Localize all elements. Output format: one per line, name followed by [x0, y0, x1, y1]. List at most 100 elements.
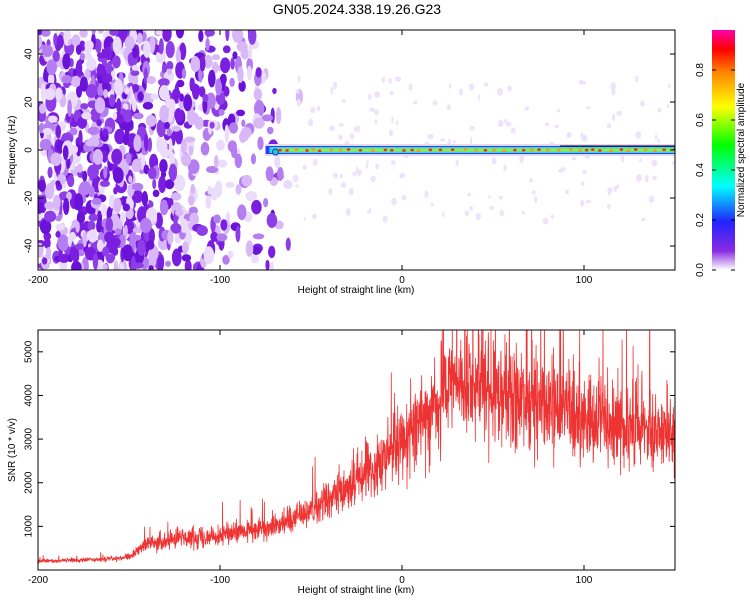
- spectrogram-faint-blob: [542, 217, 549, 225]
- spectrogram-noise-blob: [215, 78, 223, 96]
- spectrogram-faint-blob: [652, 175, 657, 181]
- spectrogram-noise-blob: [39, 103, 46, 114]
- y-tick-label: 3000: [24, 428, 35, 451]
- spectrogram-faint-blob: [349, 133, 355, 140]
- spectrogram-noise-blob: [196, 225, 208, 236]
- spectrogram-noise-blob: [81, 112, 92, 120]
- spectrogram-noise-blob: [189, 212, 199, 226]
- spectrogram-faint-blob: [470, 136, 473, 145]
- spectrogram-noise-blob: [167, 230, 174, 245]
- signal-peak: [294, 148, 299, 151]
- spectrogram-faint-blob: [640, 217, 646, 222]
- signal-peak: [311, 148, 315, 151]
- spectrogram-noise-blob: [114, 128, 126, 145]
- spectrogram-noise-blob: [247, 30, 257, 45]
- spectrogram-faint-blob: [391, 197, 397, 206]
- spectrogram-faint-blob: [467, 192, 472, 197]
- spectrogram-noise-blob: [88, 213, 98, 222]
- spectrogram-noise-blob: [205, 195, 212, 209]
- spectrogram-noise-blob: [188, 145, 194, 156]
- spectrogram-noise-blob: [91, 30, 96, 35]
- spectrogram-faint-blob: [339, 174, 344, 179]
- spectrogram-noise-blob: [140, 217, 152, 233]
- spectrogram-faint-blob: [499, 210, 505, 217]
- spectrogram-faint-blob: [312, 213, 317, 219]
- spectrogram-noise-blob: [69, 127, 78, 136]
- spectrogram-faint-blob: [503, 164, 507, 172]
- spectrogram-faint-blob: [620, 155, 625, 163]
- signal-peak: [502, 149, 507, 152]
- spectrogram-noise-blob: [78, 130, 83, 147]
- spectrogram-noise-blob: [84, 68, 91, 81]
- spectrogram-faint-blob: [571, 156, 577, 161]
- spectrogram-noise-blob: [165, 40, 175, 59]
- spectrogram-noise-blob: [82, 170, 88, 182]
- spectrogram-faint-blob: [505, 121, 512, 127]
- spectrogram-noise-blob: [218, 108, 225, 116]
- spectrogram-faint-blob: [432, 100, 438, 106]
- spectrogram-faint-blob: [550, 214, 554, 219]
- spectrogram-noise-blob: [174, 128, 183, 145]
- spectrogram-faint-blob: [616, 110, 623, 116]
- spectrogram-faint-blob: [353, 126, 357, 133]
- spectrogram-noise-blob: [62, 53, 71, 70]
- spectrogram-noise-blob: [152, 189, 160, 198]
- spectrogram-noise-blob: [128, 175, 133, 184]
- spectrogram-noise-blob: [73, 193, 84, 211]
- spectrogram-noise-blob: [131, 64, 140, 71]
- spectrogram-faint-blob: [332, 172, 338, 179]
- spectrogram-faint-blob: [611, 88, 616, 96]
- spectrogram-noise-blob: [213, 214, 221, 224]
- spectrogram-faint-blob: [401, 194, 407, 201]
- spectrogram-noise-blob: [132, 84, 140, 93]
- spectrogram-noise-blob: [130, 69, 140, 77]
- y-tick-label: 40: [24, 48, 35, 60]
- colorbar-tick-label: 0.4: [695, 163, 706, 177]
- x-tick-label: 100: [576, 575, 593, 586]
- spectrogram-noise-blob: [53, 33, 58, 46]
- spectrogram-noise-blob: [79, 180, 91, 196]
- snr-y-label: SNR (10 * v/v): [7, 418, 18, 482]
- spectrogram-noise-blob: [276, 167, 284, 181]
- spectrogram-noise-blob: [113, 197, 122, 213]
- signal-peak: [537, 148, 541, 151]
- spectrogram-noise-blob: [203, 246, 215, 265]
- spectrogram-faint-blob: [519, 155, 524, 163]
- spectrogram-noise-blob: [181, 68, 187, 79]
- signal-peak: [598, 149, 602, 152]
- spectrogram-faint-blob: [657, 107, 662, 113]
- spectrogram-noise-blob: [122, 244, 134, 262]
- spectrogram-noise-blob: [84, 40, 94, 51]
- spectrogram-faint-blob: [532, 190, 536, 196]
- signal-peak: [643, 148, 648, 151]
- spectrogram-noise-blob: [175, 208, 184, 217]
- spectrogram-faint-blob: [453, 139, 456, 144]
- spectrogram-noise-blob: [222, 45, 231, 54]
- spectrogram-noise-blob: [217, 159, 228, 168]
- spectrogram-noise-blob: [76, 163, 83, 173]
- spectrogram-noise-blob: [266, 126, 274, 135]
- spectrogram-noise-blob: [96, 220, 102, 233]
- spectrogram-noise-blob: [232, 30, 244, 43]
- spectrogram-noise-blob: [210, 187, 219, 201]
- signal-peak: [317, 149, 322, 153]
- spectrogram-faint-blob: [355, 166, 359, 174]
- spectrogram-noise-blob: [112, 167, 124, 184]
- spectrogram-faint-blob: [613, 185, 618, 193]
- spectrogram-noise-blob: [66, 157, 71, 169]
- snr-x-label: Height of straight line (km): [298, 585, 415, 596]
- spectrogram-noise-blob: [147, 167, 157, 180]
- spectrogram-faint-blob: [316, 105, 321, 111]
- spectrogram-faint-blob: [427, 133, 434, 140]
- spectrogram-noise-blob: [188, 194, 195, 206]
- spectrogram-noise-blob: [67, 39, 72, 46]
- spectrogram-noise-blob: [38, 201, 45, 214]
- spectrogram-faint-blob: [651, 159, 658, 167]
- spectrogram-noise-blob: [213, 154, 219, 169]
- y-tick-label: 5000: [24, 340, 35, 363]
- spectrogram-noise-blob: [272, 87, 277, 95]
- snr-series-line: [38, 330, 675, 564]
- signal-peak: [371, 149, 375, 153]
- spectrogram-faint-blob: [524, 106, 530, 111]
